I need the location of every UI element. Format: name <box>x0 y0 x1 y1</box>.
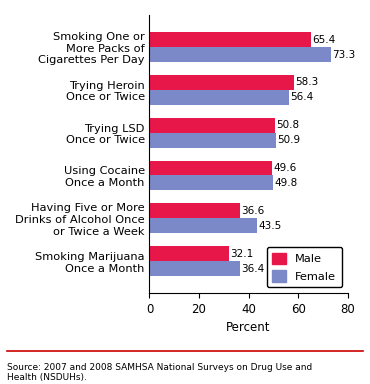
Text: 49.8: 49.8 <box>274 178 297 188</box>
Text: 49.6: 49.6 <box>273 163 297 173</box>
Bar <box>149 161 272 175</box>
Text: 73.3: 73.3 <box>332 50 356 60</box>
Text: 32.1: 32.1 <box>230 248 253 258</box>
Text: 43.5: 43.5 <box>259 221 282 231</box>
Text: 50.9: 50.9 <box>277 135 300 145</box>
Bar <box>149 32 312 47</box>
Bar <box>149 133 276 148</box>
Text: 56.4: 56.4 <box>290 93 314 103</box>
Text: Source: 2007 and 2008 SAMHSA National Surveys on Drug Use and
Health (NSDUHs).: Source: 2007 and 2008 SAMHSA National Su… <box>7 362 313 382</box>
Bar <box>149 246 229 261</box>
Legend: Male, Female: Male, Female <box>267 247 342 288</box>
Bar <box>149 118 275 133</box>
Text: 58.3: 58.3 <box>295 78 318 88</box>
Text: 50.8: 50.8 <box>276 120 300 130</box>
X-axis label: Percent: Percent <box>226 321 271 334</box>
Text: 65.4: 65.4 <box>313 35 336 45</box>
Text: 36.6: 36.6 <box>241 206 265 216</box>
Bar <box>149 218 257 233</box>
Bar <box>149 203 240 218</box>
Text: 36.4: 36.4 <box>241 263 264 273</box>
Bar <box>149 75 294 90</box>
Bar <box>149 175 273 190</box>
Bar <box>149 90 289 105</box>
Bar <box>149 47 331 62</box>
Bar <box>149 261 240 276</box>
